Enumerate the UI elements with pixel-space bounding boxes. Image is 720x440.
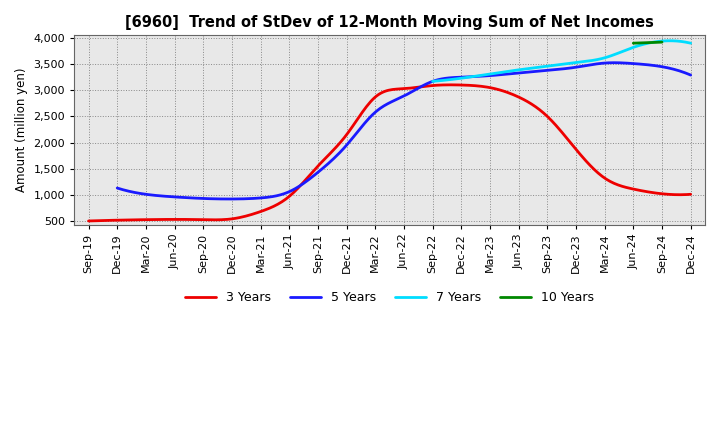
7 Years (586, 58, 595, 63)
Title: [6960]  Trend of StDev of 12-Month Moving Sum of Net Incomes: [6960] Trend of StDev of 12-Month Moving… (125, 15, 654, 30)
5 Years (466, 74, 474, 79)
3 Years (86, 218, 95, 224)
3 Years (632, 187, 641, 192)
7 Years (581, 59, 590, 64)
Line: 5 Years: 5 Years (117, 63, 690, 199)
7 Years (646, 40, 654, 45)
Legend: 3 Years, 5 Years, 7 Years, 10 Years: 3 Years, 5 Years, 7 Years, 10 Years (180, 286, 599, 309)
Line: 7 Years: 7 Years (433, 41, 690, 81)
7 Years (665, 38, 674, 44)
7 Years (429, 79, 438, 84)
Y-axis label: Amount (million yen): Amount (million yen) (15, 68, 28, 192)
5 Years (454, 75, 463, 80)
Line: 10 Years: 10 Years (634, 42, 662, 43)
10 Years (629, 40, 638, 46)
5 Years (226, 196, 235, 202)
5 Years (456, 74, 465, 80)
3 Years (446, 82, 455, 88)
3 Years (455, 82, 464, 88)
3 Years (686, 192, 695, 197)
7 Years (428, 79, 437, 84)
3 Years (84, 218, 93, 224)
5 Years (114, 186, 123, 191)
5 Years (610, 60, 618, 66)
5 Years (113, 185, 122, 191)
7 Years (686, 40, 695, 46)
5 Years (686, 73, 695, 78)
3 Years (441, 82, 449, 88)
3 Years (594, 170, 603, 176)
7 Years (582, 59, 590, 64)
Line: 3 Years: 3 Years (89, 85, 690, 221)
7 Years (662, 38, 671, 44)
5 Years (598, 61, 607, 66)
3 Years (443, 82, 451, 88)
10 Years (657, 40, 666, 45)
5 Years (636, 62, 645, 67)
